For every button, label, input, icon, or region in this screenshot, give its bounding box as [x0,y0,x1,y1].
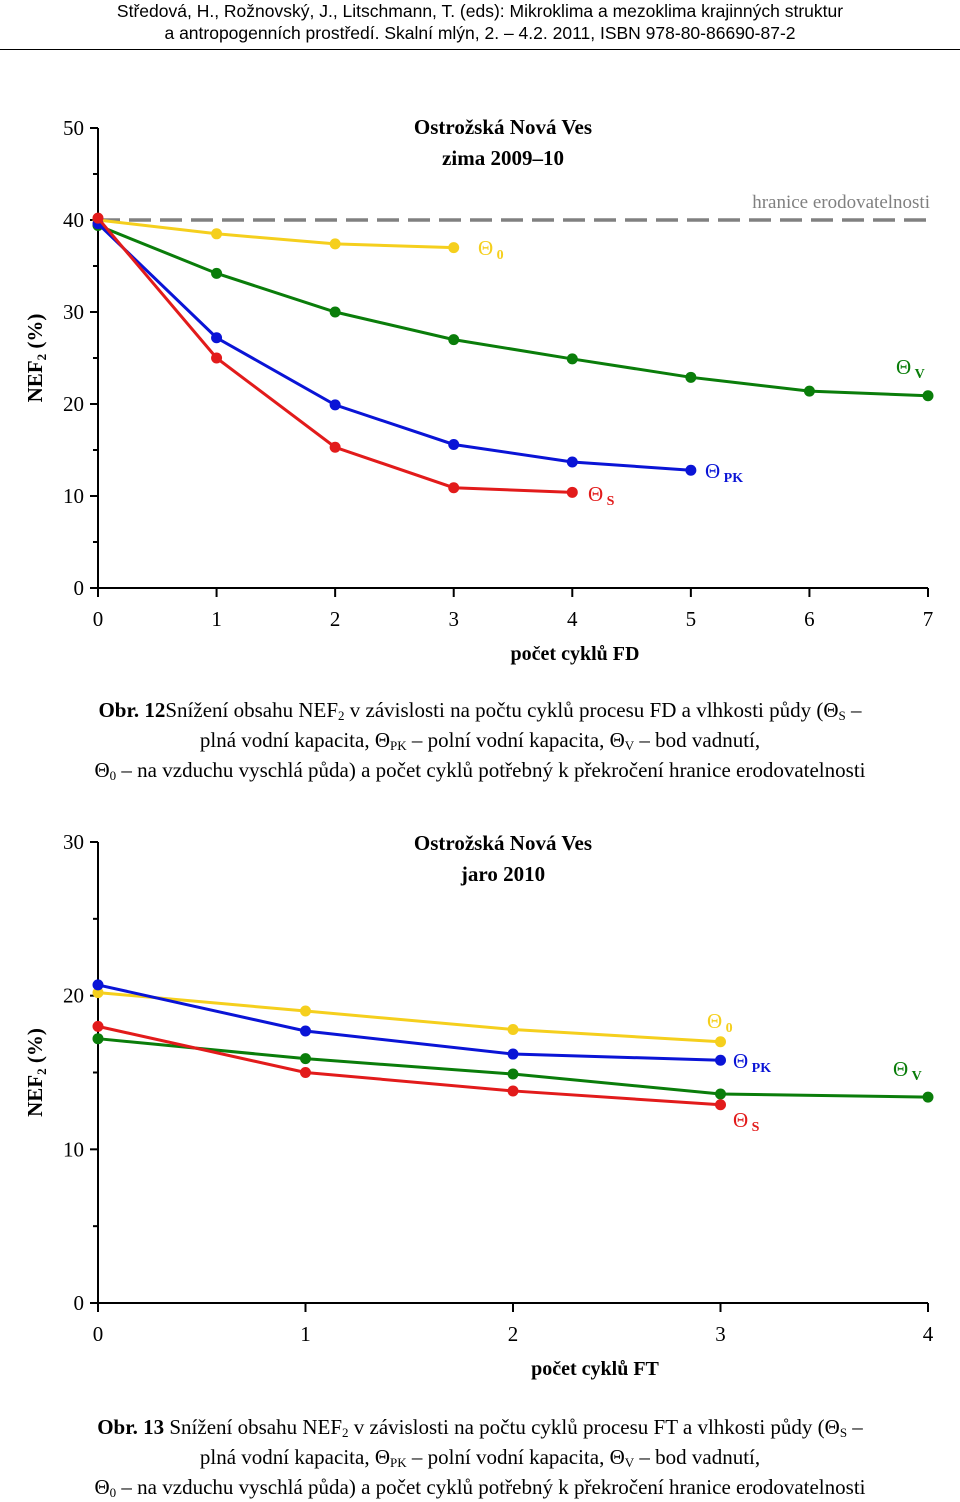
data-point-v [448,334,460,346]
data-point-s [507,1085,519,1097]
series-line-pk [96,222,691,472]
data-point-v [922,1091,934,1103]
figure-caption-12: Obr. 12Snížení obsahu NEF2 v závislosti … [0,695,960,785]
series-label-pk: Θ PK [733,1049,771,1076]
chart-winter: 0 10 20 30 40 50 0 1 2 3 4 5 6 7 počet cyklů FD NEF2 (%… [23,115,934,665]
chart-title-line-2: jaro 2010 [460,862,545,886]
data-point-v [566,353,578,365]
y-tick-label: 30 [63,830,84,854]
data-point-v [329,306,341,318]
chart-title-line-1: Ostrožská Nová Ves [414,115,592,139]
caption-12-line-1: Obr. 12Snížení obsahu NEF2 v závislosti … [98,698,862,723]
series-label-0: Θ 0 [478,236,504,263]
series-label-0: Θ 0 [707,1009,733,1036]
x-tick-label: 7 [923,607,934,631]
data-point-0 [329,238,341,250]
caption-13-line-2: plná vodní kapacita, ΘPK – polní vodní k… [199,1445,761,1470]
x-tick-label: 0 [93,607,104,631]
chart-title-line-1: Ostrožská Nová Ves [414,831,592,855]
chart-title-line-2: zima 2009–10 [442,146,564,170]
data-point-s [211,352,223,364]
y-tick-label: 20 [63,392,84,416]
caption-12-line-2: plná vodní kapacita, ΘPK – polní vodní k… [199,728,761,753]
data-point-pk [448,438,460,450]
data-point-v [803,385,815,397]
data-point-pk [300,1025,311,1037]
data-point-s [566,486,578,498]
x-tick-label: 1 [211,607,222,631]
data-point-pk [715,1054,726,1066]
data-point-v [300,1053,311,1065]
header-line-1: Středová, H., Rožnovský, J., Litschmann,… [116,1,844,21]
data-point-pk [685,464,697,476]
data-point-v [92,1033,104,1045]
data-point-s [448,482,460,494]
series-line-0 [97,218,454,250]
data-point-0 [92,987,104,999]
data-point-0 [211,228,223,240]
threshold-label: hranice erodovatelnosti [752,192,930,213]
page-header: Středová, H., Rožnovský, J., Litschmann,… [0,0,960,44]
series-line-v [97,224,929,398]
data-point-0 [300,1005,311,1017]
series-label-s: Θ S [733,1108,760,1135]
series-line-s [97,1024,721,1107]
y-tick-label: 20 [63,984,84,1008]
x-axis-title: počet cyklů FT [531,1358,659,1380]
series-label-v: Θ V [896,355,925,382]
x-tick-label: 4 [923,1322,934,1346]
data-point-pk [507,1048,519,1060]
data-point-pk [566,456,578,468]
chart-spring: 0 10 20 30 0 1 2 3 4 počet cyklů FT NEF2 (%) Ostrož… [23,830,934,1380]
header-line-2: a antropogenních prostředí. Skalní mlýn,… [164,23,796,43]
data-point-0 [715,1036,726,1048]
data-point-v [685,371,697,383]
caption-13-line-3: Θ0 – na vzduchu vyschlá půda) a počet cy… [94,1475,866,1500]
x-tick-label: 1 [300,1322,311,1346]
caption-12-label: Obr. 12 [98,698,166,722]
series-label-pk: Θ PK [705,459,743,486]
header-rule [0,49,960,50]
data-point-v [922,390,934,402]
figure-caption-13: Obr. 13 Snížení obsahu NEF2 v závislosti… [0,1412,960,1502]
caption-13-label: Obr. 13 [97,1415,165,1439]
y-tick-label: 0 [74,576,85,600]
data-point-s [329,441,341,453]
y-tick-label: 30 [63,300,84,324]
y-tick-label: 0 [74,1291,85,1315]
series-label-s: Θ S [588,482,615,509]
data-point-s [715,1099,726,1111]
caption-13-line-1: Obr. 13 Snížení obsahu NEF2 v závislosti… [97,1415,863,1440]
x-axis-title: počet cyklů FD [511,643,640,665]
series-line-pk [97,983,721,1062]
y-tick-label: 40 [63,208,84,232]
y-tick-label: 10 [63,484,84,508]
series-line-0 [97,991,721,1044]
data-point-pk [329,399,341,411]
data-point-pk [211,332,223,344]
data-point-v [715,1088,726,1100]
x-tick-label: 2 [330,607,341,631]
y-tick-label: 50 [63,116,84,140]
x-tick-label: 2 [508,1322,519,1346]
x-tick-label: 6 [804,607,815,631]
series-label-v: Θ V [893,1057,922,1084]
data-point-v [507,1068,519,1080]
data-point-pk [92,979,104,991]
data-point-v [211,267,223,279]
x-tick-label: 4 [567,607,578,631]
x-tick-label: 3 [715,1322,726,1346]
y-axis-title: NEF2 (%) [23,314,49,403]
data-point-s [92,1020,104,1032]
y-tick-label: 10 [63,1137,84,1161]
x-tick-label: 5 [686,607,697,631]
y-axis-title: NEF2 (%) [23,1028,49,1117]
caption-12-line-3: Θ0 – na vzduchu vyschlá půda) a počet cy… [94,758,866,783]
x-tick-label: 0 [93,1322,104,1346]
data-point-s [92,212,104,224]
data-point-0 [448,242,460,254]
x-tick-label: 3 [448,607,459,631]
data-point-0 [507,1023,519,1035]
data-point-s [300,1067,311,1078]
